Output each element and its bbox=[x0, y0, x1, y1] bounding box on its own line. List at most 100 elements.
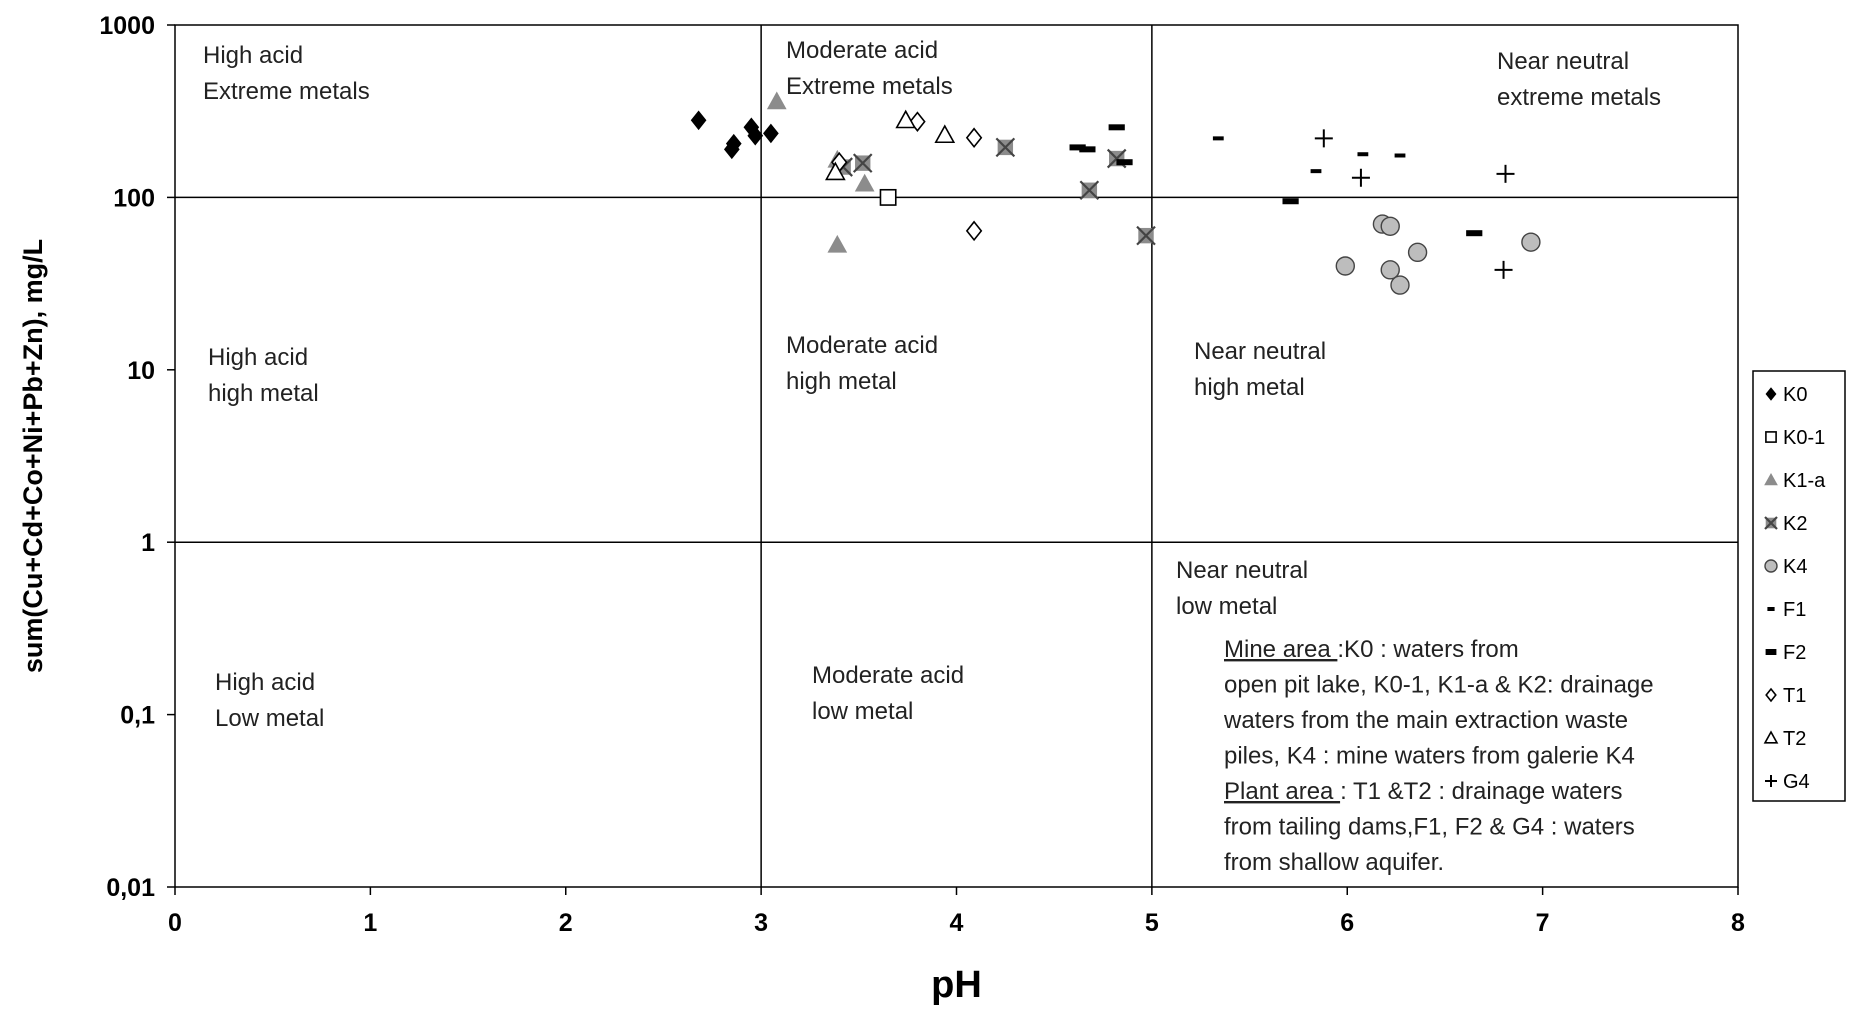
data-point-t2 bbox=[934, 124, 956, 144]
data-point-k0-1 bbox=[879, 188, 897, 206]
region-label: Moderate acid high metal bbox=[786, 332, 938, 395]
series-f2 bbox=[1069, 124, 1483, 237]
legend-label: F1 bbox=[1783, 599, 1806, 621]
series-f1 bbox=[1212, 136, 1406, 174]
legend-item-k0: K0 bbox=[1765, 384, 1807, 406]
x-tick-label: 2 bbox=[559, 909, 573, 937]
region-label: Near neutral high metal bbox=[1194, 338, 1326, 401]
region-label-line: Low metal bbox=[215, 705, 324, 732]
region-label-line: extreme metals bbox=[1497, 84, 1661, 111]
data-point-g4 bbox=[1351, 168, 1370, 187]
data-point-t1 bbox=[909, 111, 926, 132]
legend-label: T2 bbox=[1783, 728, 1806, 750]
annotation-text: from tailing dams,F1, F2 & G4 : waters bbox=[1224, 814, 1635, 841]
legend-marker bbox=[1767, 607, 1775, 611]
data-point-t1 bbox=[965, 127, 983, 148]
data-point-k2 bbox=[1136, 225, 1156, 246]
data-point-f2 bbox=[1069, 144, 1086, 151]
series-k0-1 bbox=[879, 188, 897, 206]
data-point-k0 bbox=[690, 110, 707, 131]
xsquare-stroke bbox=[995, 137, 1016, 158]
legend-item-f1: F1 bbox=[1767, 599, 1806, 621]
y-tick-label: 0,1 bbox=[120, 702, 155, 730]
region-label-line: Extreme metals bbox=[786, 73, 953, 100]
region-label-line: Near neutral bbox=[1194, 338, 1326, 365]
annotation-text: :K0 : waters from bbox=[1337, 636, 1518, 663]
region-label-line: Extreme metals bbox=[203, 78, 370, 105]
legend-item-k0-1: K0-1 bbox=[1765, 427, 1825, 449]
series-g4 bbox=[1314, 129, 1515, 279]
region-label-line: Near neutral bbox=[1497, 48, 1629, 75]
data-point-f2 bbox=[1079, 146, 1096, 153]
xsquare-stroke bbox=[1764, 516, 1778, 530]
legend-marker bbox=[1764, 472, 1778, 486]
annotation-text: waters from the main extraction waste bbox=[1223, 707, 1628, 734]
region-label-line: high metal bbox=[1194, 374, 1305, 401]
x-tick-label: 0 bbox=[168, 909, 182, 937]
data-point-g4 bbox=[1496, 164, 1515, 183]
legend-label: K2 bbox=[1783, 513, 1807, 535]
series-t1 bbox=[831, 111, 983, 242]
legend-label: K0-1 bbox=[1783, 427, 1825, 449]
region-label-line: high metal bbox=[208, 380, 319, 407]
data-point-g4 bbox=[1494, 260, 1513, 279]
legend-label: K0 bbox=[1783, 384, 1807, 406]
legend-item-f2: F2 bbox=[1765, 642, 1806, 664]
data-point-k4 bbox=[1335, 256, 1355, 276]
x-tick-label: 4 bbox=[950, 909, 964, 937]
data-point-k2 bbox=[1079, 180, 1100, 201]
data-point-t1 bbox=[965, 220, 983, 242]
legend-item-k1-a: K1-a bbox=[1764, 470, 1826, 492]
data-point-t2 bbox=[825, 161, 846, 181]
y-tick-label: 1 bbox=[141, 529, 155, 557]
x-tick-label: 6 bbox=[1340, 909, 1354, 937]
data-point-t2 bbox=[895, 109, 917, 129]
legend-marker bbox=[1765, 649, 1777, 655]
legend-label: G4 bbox=[1783, 771, 1810, 793]
x-axis-title: pH bbox=[931, 964, 982, 1006]
legend-item-g4: G4 bbox=[1765, 771, 1810, 793]
data-point-f1 bbox=[1357, 152, 1369, 157]
region-label: Near neutral low metal bbox=[1176, 557, 1308, 620]
x-tick-label: 8 bbox=[1731, 909, 1745, 937]
region-label: Moderate acid low metal bbox=[812, 662, 964, 725]
x-tick-label: 1 bbox=[363, 909, 377, 937]
data-point-f2 bbox=[1466, 230, 1483, 237]
region-label-line: High acid bbox=[215, 669, 315, 696]
annotation-line: Plant area : T1 &T2 : drainage waters bbox=[1224, 778, 1622, 805]
data-point-k4 bbox=[1407, 242, 1428, 263]
annotation-text: : T1 &T2 : drainage waters bbox=[1340, 778, 1622, 805]
data-point-k0 bbox=[747, 125, 764, 146]
data-point-k0 bbox=[763, 123, 779, 144]
xsquare-stroke bbox=[1079, 180, 1100, 201]
annotation-text: open pit lake, K0-1, K1-a & K2: drainage bbox=[1224, 672, 1654, 699]
region-label-line: Moderate acid bbox=[786, 332, 938, 359]
xsquare-stroke bbox=[852, 153, 873, 173]
legend-label: T1 bbox=[1783, 685, 1806, 707]
annotation-line: from tailing dams,F1, F2 & G4 : waters bbox=[1224, 814, 1635, 841]
data-point-f1 bbox=[1310, 169, 1322, 174]
x-tick-label: 5 bbox=[1145, 909, 1159, 937]
region-label-line: Moderate acid bbox=[812, 662, 964, 689]
annotation-line: waters from the main extraction waste bbox=[1223, 707, 1628, 734]
y-tick-label: 10 bbox=[127, 357, 155, 385]
y-tick-label: 100 bbox=[113, 184, 155, 212]
annotation-text: from shallow aquifer. bbox=[1224, 849, 1444, 876]
data-point-k2 bbox=[995, 137, 1016, 158]
region-label-line: low metal bbox=[812, 698, 913, 725]
legend-item-t1: T1 bbox=[1765, 685, 1806, 707]
x-tick-label: 7 bbox=[1536, 909, 1550, 937]
legend-marker bbox=[1765, 387, 1777, 401]
y-axis-title: sum(Cu+Cd+Co+Ni+Pb+Zn), mg/L bbox=[18, 239, 48, 673]
data-point-k1-a bbox=[766, 91, 787, 110]
annotation-heading: Mine area bbox=[1224, 636, 1337, 663]
region-label: Near neutral extreme metals bbox=[1497, 48, 1661, 111]
series-k0 bbox=[690, 110, 779, 160]
region-label: High acid Low metal bbox=[215, 669, 324, 732]
legend-marker bbox=[1764, 559, 1778, 573]
region-label-line: high metal bbox=[786, 368, 897, 395]
legend-marker bbox=[1765, 687, 1777, 703]
region-label-line: High acid bbox=[208, 344, 308, 371]
data-point-k4 bbox=[1521, 232, 1541, 252]
